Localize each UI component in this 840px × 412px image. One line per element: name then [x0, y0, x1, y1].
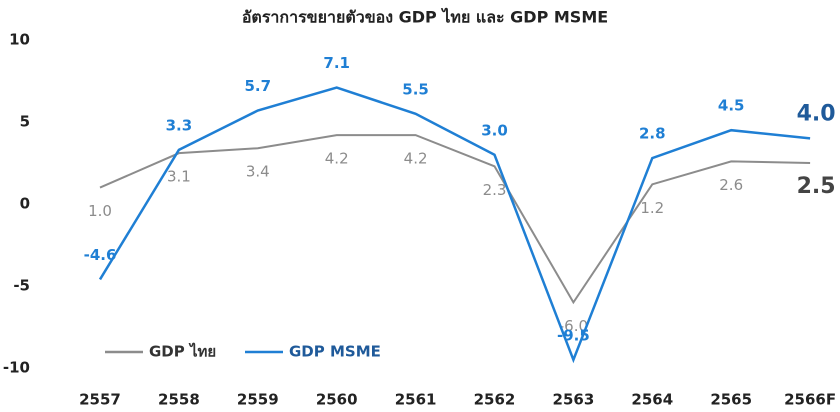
data-label: 5.7 — [245, 77, 272, 95]
series-line — [98, 86, 811, 364]
data-label: -4.6 — [84, 246, 117, 264]
series-line — [99, 134, 811, 305]
data-label: 7.1 — [323, 54, 350, 72]
data-label: 4.2 — [325, 150, 349, 168]
data-label: -6.0 — [559, 317, 588, 335]
data-label: -9.5 — [557, 326, 590, 344]
data-label: 5.5 — [402, 80, 429, 98]
y-tick-label: -10 — [3, 359, 30, 377]
data-label: 3.0 — [481, 121, 508, 139]
data-label: 2.5 — [797, 174, 836, 199]
y-tick-label: 0 — [20, 195, 30, 213]
y-tick-label: 10 — [9, 31, 30, 49]
data-label: 2.3 — [483, 181, 507, 199]
y-tick-label: 5 — [20, 113, 30, 131]
data-label: 2.8 — [639, 125, 666, 143]
legend-label: GDP MSME — [289, 343, 381, 361]
x-tick-label: 2559 — [237, 391, 279, 409]
data-label: 1.0 — [88, 202, 112, 220]
data-label: 3.4 — [246, 163, 270, 181]
data-label: 4.2 — [404, 150, 428, 168]
x-tick-label: 2557 — [79, 391, 121, 409]
x-tick-label: 2563 — [553, 391, 595, 409]
legend-label: GDP ไทย — [149, 342, 216, 361]
data-label: 3.1 — [167, 168, 191, 186]
y-tick-label: -5 — [13, 277, 30, 295]
x-tick-label: 2558 — [158, 391, 200, 409]
x-tick-label: 2566F — [784, 391, 836, 409]
chart-title: อัตราการขยายตัวของ GDP ไทย และ GDP MSME — [242, 8, 608, 27]
data-label: 4.0 — [797, 101, 836, 126]
x-tick-label: 2561 — [395, 391, 437, 409]
data-label: 2.6 — [719, 176, 743, 194]
x-tick-label: 2562 — [474, 391, 516, 409]
data-label: 1.2 — [640, 199, 664, 217]
x-tick-label: 2564 — [631, 391, 673, 409]
x-tick-label: 2565 — [710, 391, 752, 409]
x-tick-label: 2560 — [316, 391, 358, 409]
data-label: 3.3 — [166, 116, 193, 134]
data-label: 4.5 — [718, 97, 745, 115]
